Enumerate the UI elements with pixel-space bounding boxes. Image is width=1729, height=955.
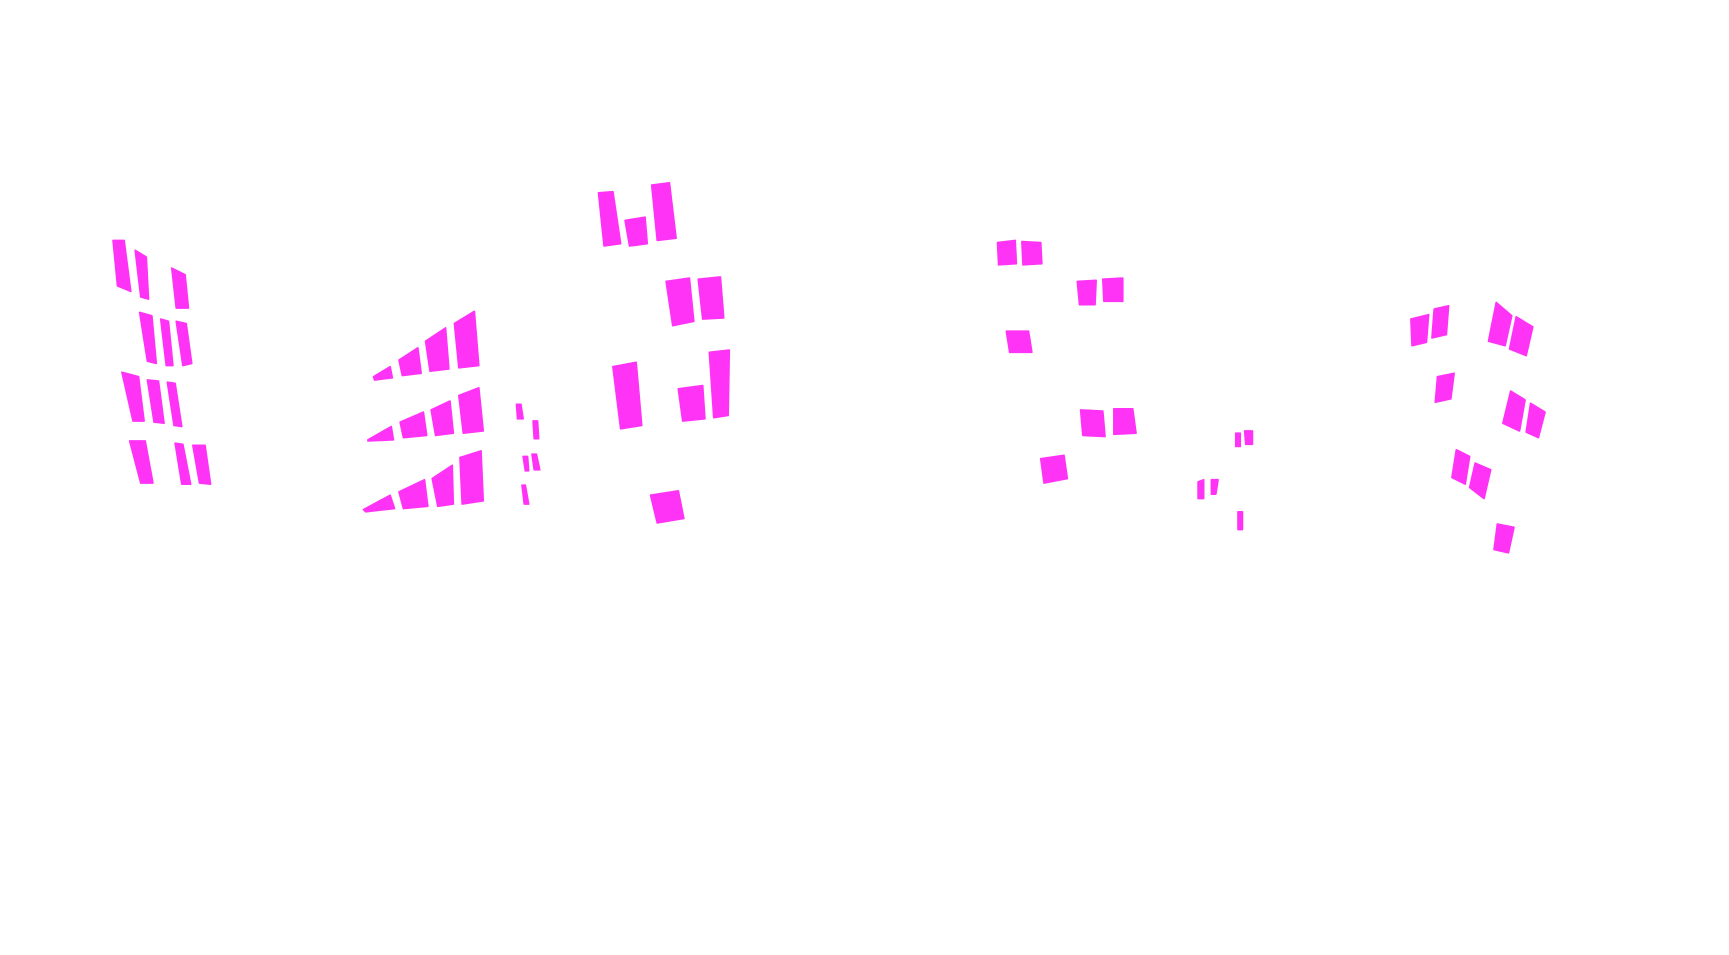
window-mask-region <box>1487 301 1513 347</box>
window-mask-region <box>1434 372 1455 403</box>
window-mask-region <box>1237 511 1244 531</box>
window-mask-region <box>1210 478 1219 495</box>
window-mask-region <box>175 320 193 367</box>
window-mask-region <box>424 327 450 372</box>
window-mask-region <box>515 403 524 420</box>
window-mask-region <box>1502 390 1526 432</box>
window-mask-region <box>362 494 396 513</box>
building-right <box>1410 301 1546 554</box>
window-mask-region <box>677 384 706 422</box>
window-mask-region <box>624 216 649 247</box>
window-mask-region <box>1451 448 1471 485</box>
window-mask-region <box>159 318 174 367</box>
window-mask-region <box>430 400 455 437</box>
window-mask-region <box>192 444 212 485</box>
window-mask-region <box>597 190 622 247</box>
window-mask-region <box>458 386 485 435</box>
window-mask-region <box>121 371 145 422</box>
window-mask-region <box>459 450 485 505</box>
building-center-right <box>996 239 1254 531</box>
window-mask-region <box>1431 304 1450 339</box>
window-mask-region <box>372 365 394 381</box>
window-mask-region <box>1234 432 1242 448</box>
window-mask-region <box>399 411 428 439</box>
window-mask-region <box>1113 407 1137 436</box>
window-mask-region <box>665 277 695 327</box>
window-mask-region <box>521 484 530 505</box>
window-mask-region <box>367 425 395 442</box>
window-mask-region <box>1076 279 1097 306</box>
window-mask-region <box>398 478 429 510</box>
window-mask-region <box>1410 313 1430 347</box>
window-mask-region <box>522 455 530 472</box>
window-mask-region <box>398 347 422 377</box>
window-mask-region <box>1525 402 1546 439</box>
window-mask-region <box>174 442 192 485</box>
building-center-left <box>362 310 541 513</box>
window-mask-region <box>531 453 541 471</box>
window-mask-region <box>170 267 190 309</box>
window-mask-region <box>453 310 480 369</box>
window-mask-region <box>138 311 158 365</box>
window-mask-region <box>166 381 183 428</box>
window-mask-region <box>431 464 455 508</box>
window-mask-region <box>112 239 132 293</box>
window-mask-region <box>1079 409 1106 438</box>
window-mask-region <box>532 420 540 440</box>
building-left <box>112 239 212 485</box>
window-mask-region <box>134 249 150 300</box>
window-mask-region <box>1005 330 1033 354</box>
window-mask-region <box>146 379 165 425</box>
window-mask-region <box>1197 478 1205 500</box>
window-mask-region <box>650 181 677 242</box>
window-mask-region <box>1243 430 1254 446</box>
building-center <box>597 181 731 524</box>
window-mask-region <box>649 489 685 524</box>
window-mask-region <box>708 349 731 419</box>
window-mask-region <box>1508 316 1534 357</box>
window-mask-region <box>128 440 154 484</box>
window-mask-region <box>697 276 725 320</box>
window-mask-region <box>996 239 1018 266</box>
window-mask-region <box>1493 523 1515 554</box>
window-mask-region <box>1021 240 1043 266</box>
window-mask-region <box>1039 454 1069 484</box>
window-mask-region <box>612 361 643 430</box>
window-mask-region <box>1468 462 1492 500</box>
window-mask-region <box>1101 277 1124 303</box>
